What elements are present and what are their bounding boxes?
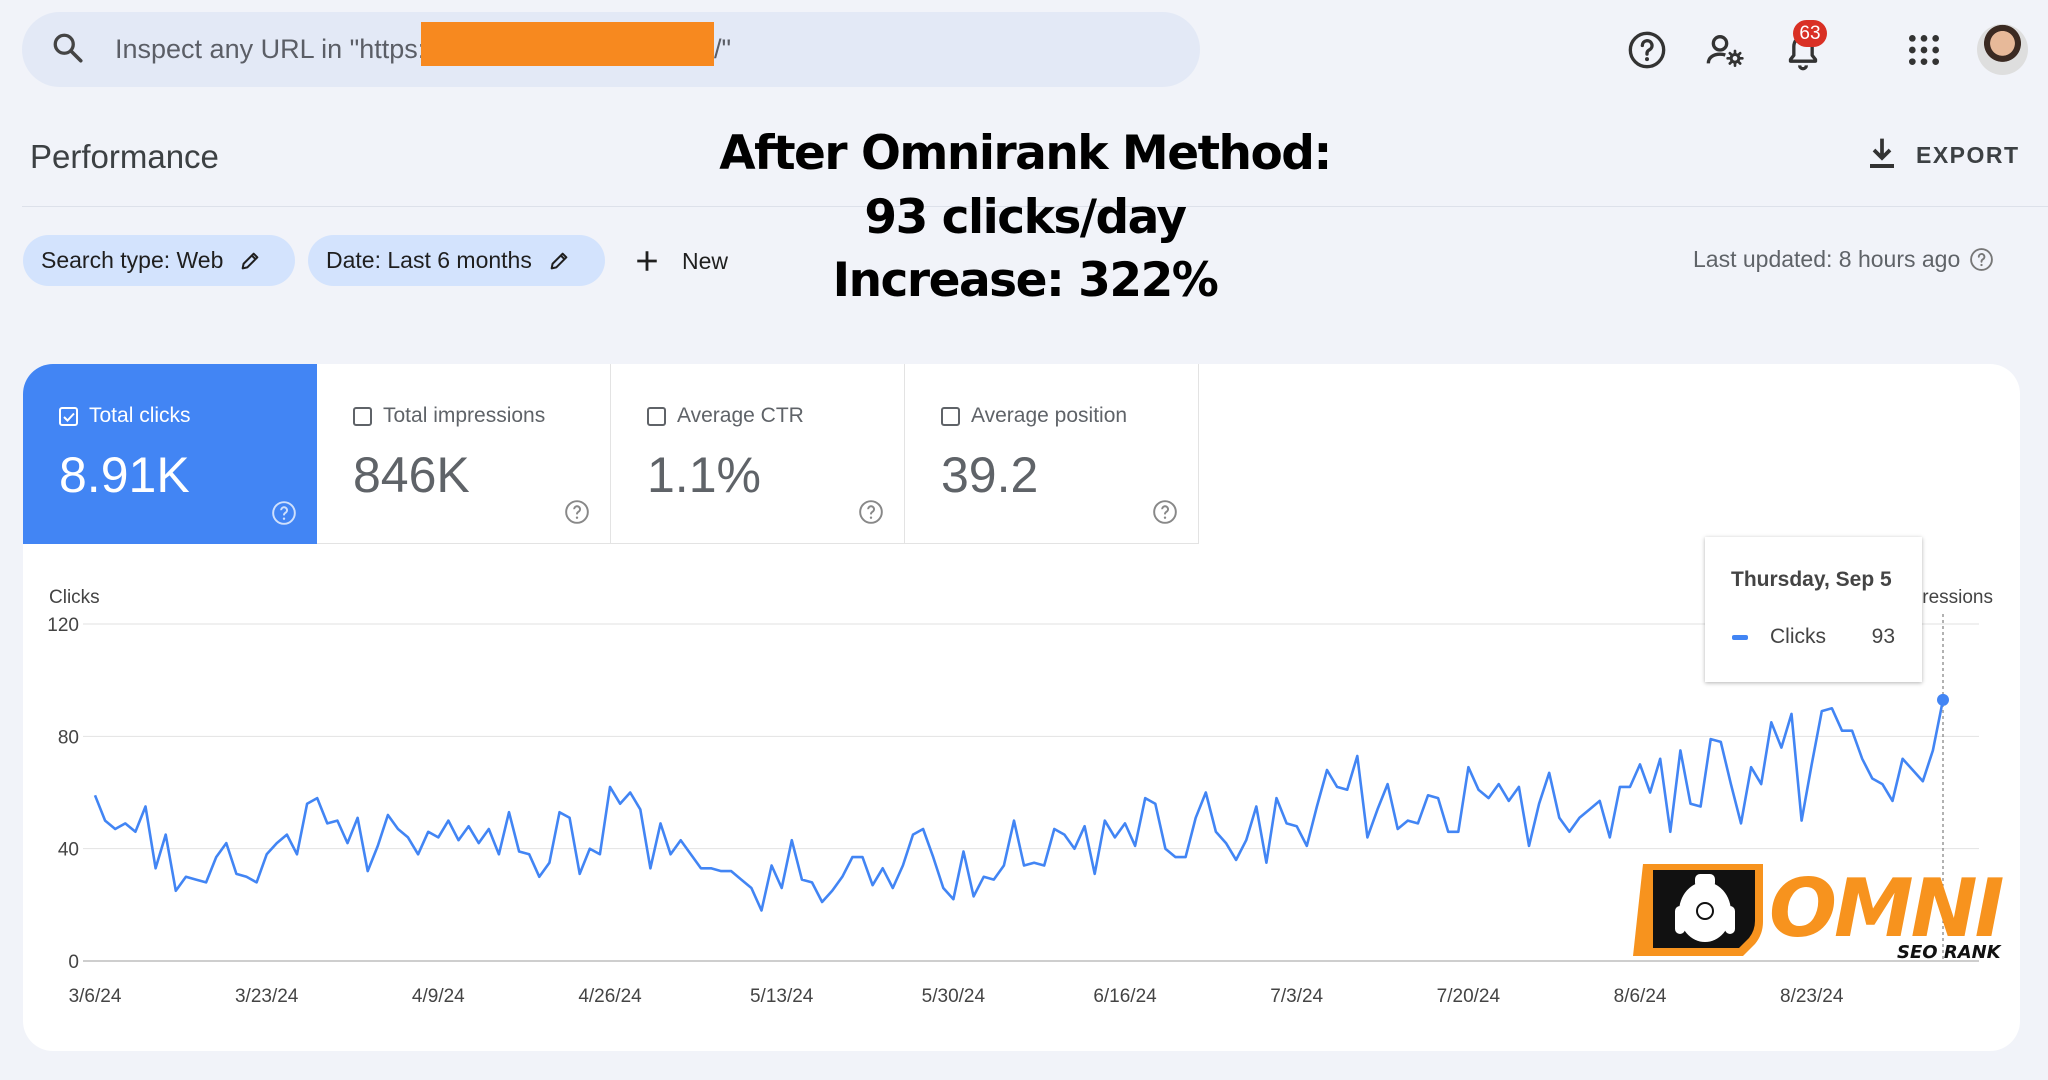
metric-label: Average CTR	[647, 404, 804, 428]
x-tick-label: 4/9/24	[412, 986, 465, 1007]
download-icon[interactable]	[1866, 136, 1898, 172]
notification-count-badge: 63	[1793, 20, 1827, 47]
metric-value: 8.91K	[59, 447, 190, 503]
date-filter-label: Date: Last 6 months	[326, 247, 532, 273]
metric-label-text: Average CTR	[677, 404, 804, 427]
checkbox-checked[interactable]	[59, 406, 78, 426]
chart-tooltip: Thursday, Sep 5 Clicks 93	[1705, 537, 1922, 682]
y-axis-title: Clicks	[49, 587, 100, 608]
checkbox-unchecked[interactable]	[941, 406, 960, 426]
help-icon[interactable]	[1627, 30, 1667, 70]
last-updated-status: Last updated: 8 hours ago	[1693, 246, 1994, 273]
metric-label-text: Total clicks	[89, 404, 191, 427]
logo-sub-text: SEO RANK	[1897, 942, 2003, 963]
tooltip-series-swatch	[1732, 635, 1748, 640]
search-type-label: Search type: Web	[41, 247, 224, 273]
overlay-headline-line-3: Increase: 322%	[832, 253, 1219, 308]
logo-brand-text: OMNI	[1769, 862, 2004, 955]
last-updated-text: Last updated: 8 hours ago	[1693, 246, 1961, 272]
help-icon[interactable]	[1969, 247, 1994, 272]
edit-pencil-icon	[242, 252, 259, 269]
checkbox-unchecked[interactable]	[353, 406, 372, 426]
performance-card: Total clicks 8.91K Total impressions 846…	[23, 364, 2020, 1051]
clicks-data-points	[94, 699, 1944, 911]
highlighted-data-point[interactable]	[1937, 693, 1949, 706]
tooltip-series-name: Clicks	[1770, 625, 1826, 648]
metric-card-average-position[interactable]: Average position 39.2	[905, 364, 1199, 544]
x-tick-label: 7/20/24	[1437, 986, 1501, 1007]
search-type-filter-chip[interactable]: Search type: Web	[23, 235, 295, 286]
help-icon[interactable]	[271, 500, 297, 526]
apps-grid-icon[interactable]	[1904, 30, 1944, 70]
y-tick-label: 40	[58, 840, 79, 861]
metric-card-total-impressions[interactable]: Total impressions 846K	[317, 364, 611, 544]
manage-users-icon[interactable]	[1705, 30, 1745, 70]
check-icon	[63, 412, 75, 422]
edit-pencil-icon	[550, 252, 568, 269]
metric-value: 39.2	[941, 447, 1039, 503]
y-tick-label: 120	[47, 615, 79, 636]
x-tick-label: 8/6/24	[1614, 986, 1667, 1007]
search-input[interactable]: Inspect any URL in "https:/	[115, 34, 433, 64]
metric-label-text: Average position	[971, 404, 1128, 427]
page-title: Performance	[30, 138, 219, 175]
clicks-series-line	[93, 699, 1945, 912]
x-tick-label: 4/26/24	[578, 986, 642, 1007]
search-input-tail: /"	[714, 34, 732, 64]
omni-seo-rank-logo: OMNI SEO RANK	[1633, 862, 2007, 963]
x-tick-label: 6/16/24	[1093, 986, 1157, 1007]
x-tick-label: 3/6/24	[69, 986, 122, 1007]
export-button[interactable]: EXPORT	[1916, 142, 2020, 168]
metric-label-text: Total impressions	[383, 404, 546, 427]
x-tick-label: 5/30/24	[922, 986, 986, 1007]
tooltip-value: 93	[1871, 625, 1895, 648]
x-tick-label: 7/3/24	[1270, 986, 1323, 1007]
new-filter-label: New	[682, 247, 729, 274]
date-filter-chip[interactable]: Date: Last 6 months	[308, 235, 605, 286]
metric-value: 846K	[353, 447, 470, 503]
search-icon[interactable]	[50, 30, 86, 66]
help-icon[interactable]	[858, 499, 884, 525]
overlay-headline-line-2: 93 clicks/day	[864, 190, 1187, 245]
metric-label: Total impressions	[353, 404, 545, 428]
overlay-headline-line-1: After Omnirank Method:	[719, 126, 1332, 181]
x-tick-label: 5/13/24	[750, 986, 814, 1007]
new-filter-button[interactable]: New	[634, 238, 728, 284]
metric-label: Average position	[941, 404, 1127, 428]
redaction-block	[421, 22, 714, 66]
x-tick-label: 3/23/24	[235, 986, 299, 1007]
header-divider	[22, 206, 2048, 207]
x-axis-ticks: 3/6/24 3/23/24 4/9/24 4/26/24 5/13/24 5/30/24…	[69, 986, 1844, 1007]
plus-icon	[637, 251, 657, 271]
checkbox-unchecked[interactable]	[647, 406, 666, 426]
account-avatar[interactable]	[1977, 24, 2028, 75]
y-tick-label: 0	[68, 952, 79, 973]
help-icon[interactable]	[1152, 499, 1178, 525]
x-tick-label: 8/23/24	[1780, 986, 1844, 1007]
y-tick-label: 80	[58, 727, 79, 748]
y-axis-ticks: 0 40 80 120	[47, 615, 79, 973]
chart-gridlines	[83, 623, 1979, 962]
tooltip-date: Thursday, Sep 5	[1731, 568, 1892, 591]
metric-label: Total clicks	[59, 404, 191, 428]
metric-card-total-clicks[interactable]: Total clicks 8.91K	[23, 364, 317, 544]
metric-value: 1.1%	[647, 447, 761, 503]
metric-card-average-ctr[interactable]: Average CTR 1.1%	[611, 364, 905, 544]
help-icon[interactable]	[564, 499, 590, 525]
